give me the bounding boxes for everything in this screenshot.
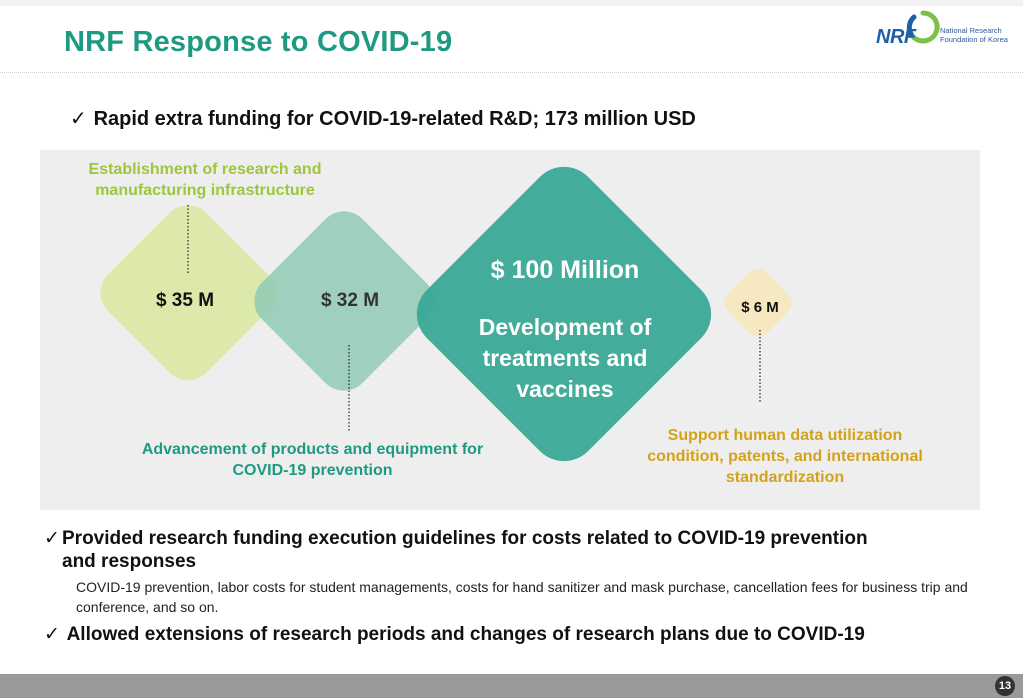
footer-bar bbox=[0, 674, 1023, 698]
top-rule bbox=[0, 0, 1023, 6]
nrf-logo: NRF National Research Foundation of Kore… bbox=[876, 10, 1016, 58]
products-label: Advancement of products and equipment fo… bbox=[141, 441, 484, 479]
check-icon: ✓ bbox=[44, 624, 60, 645]
infra-label: Establishment of research and manufactur… bbox=[88, 161, 322, 199]
bullet-extensions: ✓ Allowed extensions of research periods… bbox=[44, 623, 865, 646]
products-amount: $ 32 M bbox=[320, 290, 380, 311]
guidelines-detail: COVID-19 prevention, labor costs for stu… bbox=[76, 579, 968, 615]
data-diamond bbox=[724, 268, 792, 337]
page-title: NRF Response to COVID-19 bbox=[64, 26, 453, 58]
products-diamond bbox=[254, 211, 434, 391]
logo-line-2: Foundation of Korea bbox=[940, 34, 1008, 44]
bullet-text: Provided research funding execution guid… bbox=[62, 528, 868, 572]
title-divider bbox=[0, 72, 1023, 73]
treatments-diamond bbox=[416, 166, 712, 462]
logo-line-1: National Research bbox=[940, 26, 1002, 35]
treatments-amount: $ 100 Million bbox=[490, 256, 640, 284]
check-icon: ✓ bbox=[44, 528, 60, 549]
page-number-badge: 13 bbox=[995, 676, 1015, 696]
bullet-text: Allowed extensions of research periods a… bbox=[66, 624, 865, 645]
data-amount: $ 6 M bbox=[741, 299, 779, 316]
logo-text: National Research Foundation of Korea bbox=[940, 26, 1008, 44]
infra-diamond bbox=[100, 205, 276, 381]
logo-mark: NRF bbox=[876, 26, 916, 48]
treatments-label: Development of treatments and vaccines bbox=[478, 314, 652, 402]
bullet-text: Rapid extra funding for COVID-19-related… bbox=[93, 108, 696, 130]
infra-amount: $ 35 M bbox=[155, 290, 215, 311]
bullet-rapid-funding: ✓ Rapid extra funding for COVID-19-relat… bbox=[70, 106, 696, 131]
check-icon: ✓ bbox=[70, 108, 87, 130]
data-label: Support human data utilization condition… bbox=[647, 427, 923, 486]
logo-ring-icon bbox=[906, 10, 940, 44]
bullet-guidelines: ✓ Provided research funding execution gui… bbox=[44, 527, 914, 573]
